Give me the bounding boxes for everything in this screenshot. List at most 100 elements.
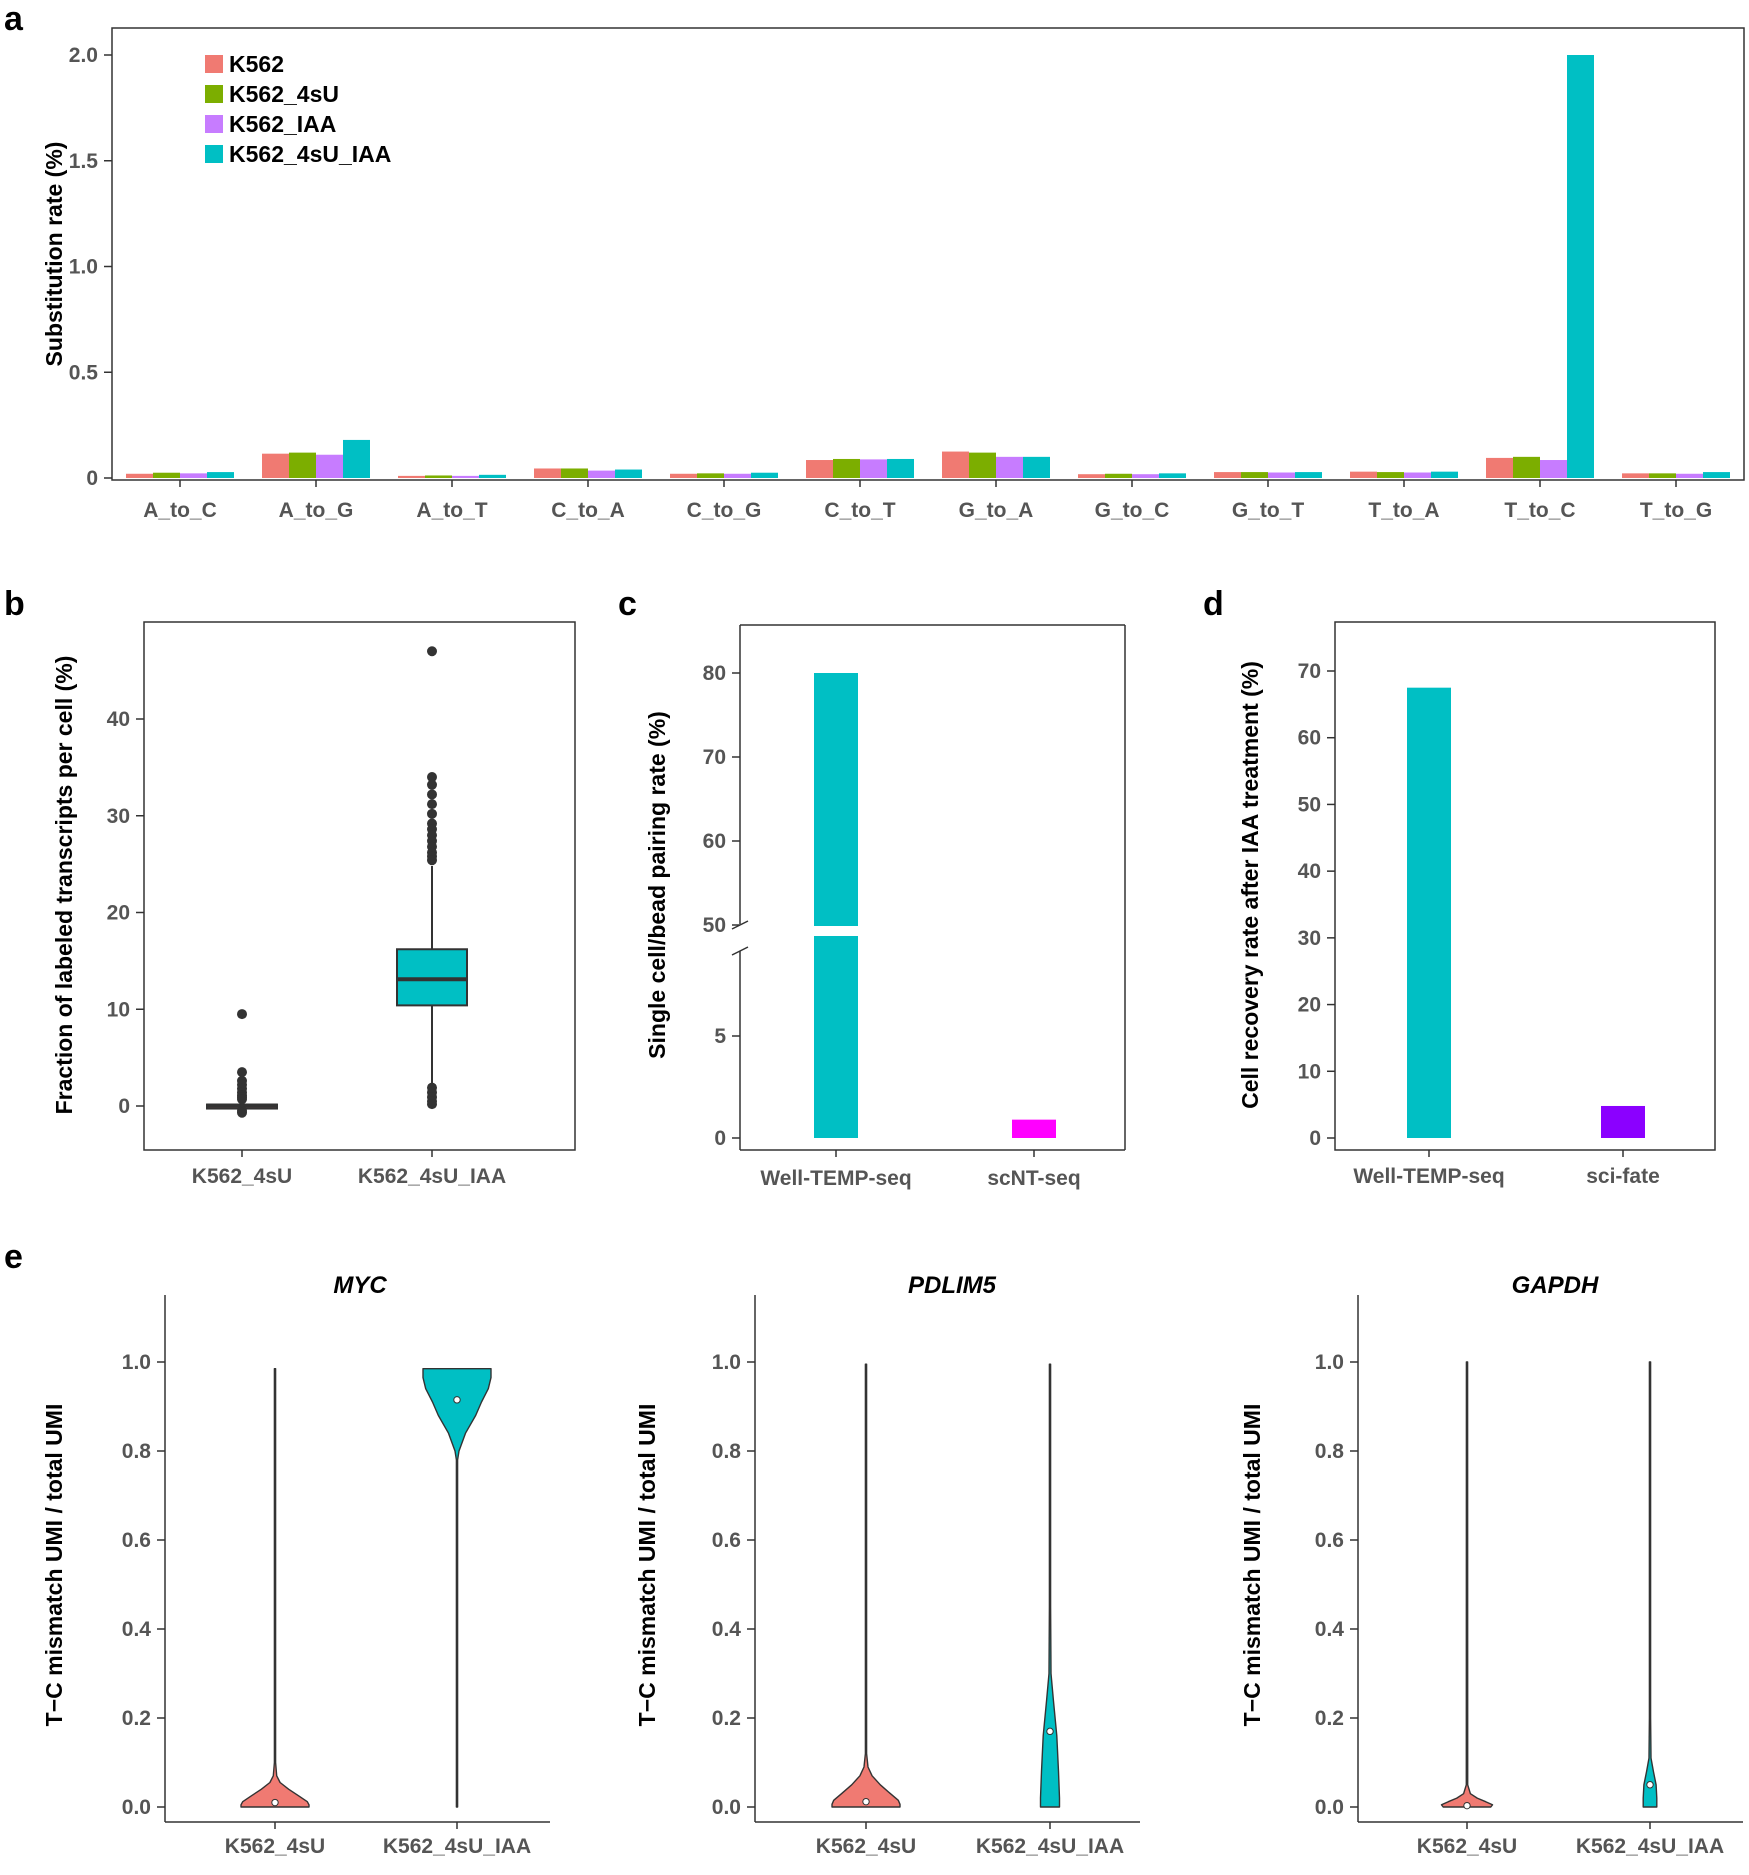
panel-c-ytick-label: 5	[714, 1025, 726, 1048]
panel-a-ytick-label: 1.5	[69, 150, 99, 173]
panel-c-bar-scnt-seq	[1012, 1119, 1056, 1138]
panel-a-bar-c-to-a-k562-4su	[561, 468, 588, 478]
panel-e-myc-ytick-label: 0.2	[122, 1707, 151, 1730]
panel-a-ytick-label: 0	[86, 467, 98, 490]
panel-c-ytick-label: 50	[703, 914, 726, 937]
panel-e-pdlim5-mean-k562-4su	[862, 1797, 870, 1806]
panel-a-bar-c-to-t-k562-4su-iaa	[887, 458, 914, 478]
panel-a-bar-c-to-a-k562-4su-iaa	[615, 469, 642, 478]
panel-c-ytick-label: 70	[703, 746, 726, 769]
panel-e-myc-ytick-label: 0.0	[122, 1796, 151, 1819]
panel-a-legend-label-k562-4su: K562_4sU	[229, 81, 339, 107]
panel-letter-d: d	[1203, 585, 1224, 623]
panel-e-gapdh-violin-k562-4su	[1440, 1361, 1494, 1808]
panel-e-gapdh-ytick-label: 0.8	[1315, 1440, 1345, 1463]
panel-b-xtick-label: K562_4sU	[192, 1165, 292, 1188]
panel-a-xtick-label: T_to_A	[1368, 499, 1439, 522]
panel-e-gapdh-xtick-label: K562_4sU	[1417, 1835, 1517, 1858]
panel-a-bar-a-to-t-k562-iaa	[452, 475, 479, 478]
panel-a-bar-a-to-c-k562	[126, 473, 153, 478]
panel-a-bar-c-to-t-k562-4su	[833, 458, 860, 478]
panel-d-ytick-label: 40	[1298, 860, 1321, 883]
panel-d-xtick-label: Well-TEMP-seq	[1353, 1165, 1504, 1188]
panel-a-xtick-label: C_to_A	[551, 499, 625, 522]
panel-b-outlier-k562-4su-iaa	[427, 855, 437, 866]
panel-e-myc-mean-k562-4su-iaa	[453, 1396, 461, 1404]
panel-a-bar-g-to-t-k562	[1214, 472, 1241, 478]
panel-a-xtick-label: G_to_T	[1232, 499, 1305, 522]
panel-b-outlier-k562-4su-iaa	[427, 779, 437, 790]
panel-d-bar-sci-fate	[1601, 1105, 1645, 1138]
panel-a-bar-t-to-g-k562-4su	[1649, 473, 1676, 478]
panel-b-outlier-k562-4su	[237, 1067, 247, 1078]
panel-e-pdlim5-ylabel: T−C mismatch UMI / total UMI	[634, 1404, 660, 1727]
panel-a-xtick-label: T_to_C	[1504, 499, 1575, 522]
panel-e-gapdh-ytick-label: 0.2	[1315, 1707, 1344, 1730]
panel-a-bar-a-to-c-k562-iaa	[180, 473, 207, 478]
panel-b-outlier-k562-4su-iaa	[427, 772, 437, 783]
panel-b-outlier-k562-4su	[237, 1107, 247, 1118]
panel-a-bar-c-to-g-k562-4su	[697, 473, 724, 478]
panel-b-ylabel: Fraction of labeled transcripts per cell…	[51, 656, 77, 1115]
panel-e-gapdh-xtick-label: K562_4sU_IAA	[1576, 1835, 1724, 1858]
panel-e-gapdh-ytick-label: 0.4	[1315, 1618, 1345, 1641]
panel-a-bar-a-to-g-k562-4su	[289, 452, 316, 478]
panel-a-bar-t-to-a-k562-4su-iaa	[1431, 471, 1458, 478]
panel-a-bar-a-to-t-k562	[398, 475, 425, 478]
panel-e-pdlim5-ytick-label: 0.2	[712, 1707, 741, 1730]
panel-a-legend-label-k562-iaa: K562_IAA	[229, 111, 336, 137]
panel-c-ytick-label: 80	[703, 662, 726, 685]
panel-d-ytick-label: 70	[1298, 660, 1321, 683]
panel-e-gapdh-ytick-label: 0.0	[1315, 1796, 1344, 1819]
panel-a-frame	[111, 27, 1745, 481]
panel-a-bar-t-to-c-k562-4su	[1513, 456, 1540, 478]
panel-a-bar-c-to-t-k562-iaa	[860, 459, 887, 478]
panel-d-frame	[1334, 621, 1716, 1151]
panel-e-myc-violin-k562-4su	[240, 1368, 310, 1808]
panel-a-bar-g-to-c-k562-4su	[1105, 473, 1132, 478]
panel-e-pdlim5-ytick-label: 0.8	[712, 1440, 742, 1463]
panel-a-bar-c-to-a-k562-iaa	[588, 470, 615, 478]
panel-e-gapdh-title: GAPDH	[1512, 1272, 1599, 1299]
panel-a-bar-t-to-c-k562-4su-iaa	[1567, 55, 1594, 478]
panel-a-bar-a-to-t-k562-4su	[425, 475, 452, 478]
panel-e-gapdh-ytick-label: 1.0	[1315, 1351, 1344, 1374]
panel-a-xtick-label: T_to_G	[1640, 499, 1712, 522]
panel-d-ytick-label: 50	[1298, 793, 1321, 816]
panel-c-ytick-label: 0	[714, 1127, 726, 1150]
panel-a-xtick-label: A_to_T	[416, 499, 487, 522]
panel-d-ytick-label: 30	[1298, 927, 1321, 950]
panel-b-ytick-label: 40	[107, 708, 130, 731]
panel-a-legend-swatch-k562	[205, 55, 223, 73]
panel-d-ytick-label: 10	[1298, 1060, 1321, 1083]
panel-a-bar-t-to-c-k562-iaa	[1540, 460, 1567, 478]
panel-a-bar-g-to-t-k562-iaa	[1268, 472, 1295, 478]
panel-a-bar-g-to-c-k562	[1078, 474, 1105, 478]
panel-a-bar-a-to-t-k562-4su-iaa	[479, 474, 506, 478]
panel-c-ylabel: Single cell/bead pairing rate (%)	[644, 711, 670, 1059]
panel-a-bar-t-to-g-k562-iaa	[1676, 473, 1703, 478]
panel-e-gapdh-ylabel: T−C mismatch UMI / total UMI	[1239, 1404, 1265, 1727]
panel-a-xtick-label: A_to_G	[279, 499, 354, 522]
panel-d-ytick-label: 20	[1298, 994, 1321, 1017]
panel-b-outlier-k562-4su-iaa	[427, 799, 437, 810]
panel-a-legend-label-k562: K562	[229, 51, 284, 77]
panel-a-bar-g-to-a-k562-4su-iaa	[1023, 456, 1050, 478]
panel-a-legend-label-k562-4su-iaa: K562_4sU_IAA	[229, 141, 391, 167]
panel-e-pdlim5-mean-k562-4su-iaa	[1046, 1727, 1054, 1736]
panel-a-ytick-label: 0.5	[69, 361, 99, 384]
panel-a-bar-g-to-t-k562-4su	[1241, 472, 1268, 478]
panel-b-xtick-label: K562_4sU_IAA	[358, 1165, 506, 1188]
panel-b-outlier-k562-4su	[237, 1094, 247, 1105]
panel-a-xtick-label: G_to_C	[1095, 499, 1170, 522]
panel-b-outlier-k562-4su-iaa	[427, 808, 437, 819]
panel-b-ytick-label: 0	[118, 1095, 130, 1118]
panel-e-pdlim5-ytick-label: 0.0	[712, 1796, 741, 1819]
panel-c-ytick-label: 60	[703, 830, 726, 853]
panel-e-pdlim5-ytick-label: 1.0	[712, 1351, 741, 1374]
panel-c-bar-well-temp-seq-lower	[814, 936, 858, 1138]
panel-a-bar-g-to-c-k562-iaa	[1132, 474, 1159, 478]
panel-a-bar-c-to-g-k562-4su-iaa	[751, 472, 778, 478]
panel-b-frame	[143, 621, 576, 1151]
panel-a-bar-c-to-g-k562	[670, 473, 697, 478]
